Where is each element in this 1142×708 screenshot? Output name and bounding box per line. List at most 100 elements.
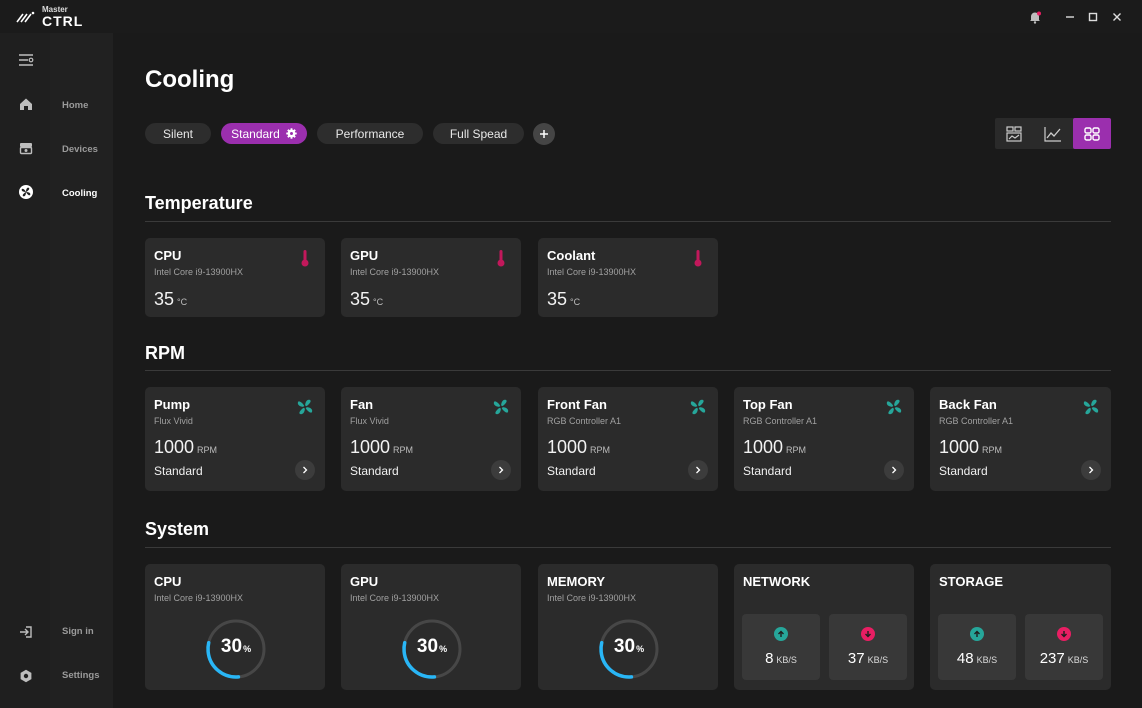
rpm-value: 1000 [547, 437, 588, 457]
system-card-storage[interactable]: STORAGE 48 KB/S 237 KB/S [930, 564, 1111, 690]
temp-reading: 35 °C [154, 289, 187, 310]
home-icon[interactable] [17, 95, 35, 113]
rpm-unit: RPM [786, 445, 807, 455]
maximize-icon[interactable] [1084, 8, 1102, 26]
rpm-card-back-fan[interactable]: Back Fan RGB Controller A1 1000 RPM Stand… [930, 387, 1111, 491]
gauge-unit: % [636, 644, 645, 654]
fan-mode: Standard [743, 464, 792, 478]
preset-standard[interactable]: Standard [221, 123, 307, 144]
temp-card-cpu[interactable]: CPU Intel Core i9-13900HX 35 °C [145, 238, 325, 317]
rpm-value: 1000 [743, 437, 784, 457]
thermometer-icon [295, 248, 315, 268]
close-icon[interactable] [1108, 8, 1126, 26]
rpm-reading: 1000 RPM [939, 437, 1002, 458]
grid-view-icon[interactable] [1073, 118, 1111, 149]
fan-icon [884, 397, 904, 417]
add-preset-button[interactable] [533, 123, 555, 145]
sign-in-icon[interactable] [17, 623, 35, 641]
card-subtitle: RGB Controller A1 [547, 416, 622, 426]
usage-gauge: 30% [597, 617, 661, 681]
network-unit: KB/S [776, 655, 797, 665]
storage-upload-value: 48 [956, 650, 974, 667]
chevron-right-icon[interactable] [688, 460, 708, 480]
storage-upload-reading: 48 KB/S [938, 650, 1016, 667]
rpm-card-fan[interactable]: Fan Flux Vivid 1000 RPM Standard [341, 387, 521, 491]
nav-item-home[interactable]: Home [62, 100, 89, 111]
card-title: MEMORY [547, 574, 606, 589]
rpm-reading: 1000 RPM [154, 437, 217, 458]
preset-performance[interactable]: Performance [317, 123, 423, 144]
dashboard-view-icon[interactable] [995, 118, 1033, 149]
chevron-right-icon[interactable] [1081, 460, 1101, 480]
temp-value: 35 [547, 289, 568, 309]
rpm-card-pump[interactable]: Pump Flux Vivid 1000 RPM Standard [145, 387, 325, 491]
arrow-up-icon [970, 627, 984, 641]
main-content: Cooling Silent Standard Performance Full… [113, 33, 1142, 708]
gauge-value: 30 [416, 636, 439, 657]
card-subtitle: Intel Core i9-13900HX [154, 593, 244, 603]
rpm-card-front-fan[interactable]: Front Fan RGB Controller A1 1000 RPM Stan… [538, 387, 718, 491]
rpm-card-top-fan[interactable]: Top Fan RGB Controller A1 1000 RPM Standa… [734, 387, 914, 491]
chevron-right-icon[interactable] [295, 460, 315, 480]
fan-mode: Standard [939, 464, 988, 478]
card-title: Top Fan [743, 397, 793, 412]
temp-value: 35 [350, 289, 371, 309]
fan-icon [295, 397, 315, 417]
card-title: Coolant [547, 248, 596, 263]
chevron-right-icon[interactable] [491, 460, 511, 480]
system-card-gpu[interactable]: GPU Intel Core i9-13900HX 30% [341, 564, 521, 690]
nav-item-settings[interactable]: Settings [62, 670, 100, 681]
card-subtitle: Intel Core i9-13900HX [154, 267, 244, 277]
logo-mark-icon [16, 11, 35, 23]
card-title: Front Fan [547, 397, 607, 412]
gauge-reading: 30% [204, 636, 268, 658]
cooling-fan-icon[interactable] [17, 183, 35, 201]
notification-bell-icon[interactable] [1026, 8, 1044, 26]
network-download-tile: 37 KB/S [829, 614, 907, 680]
system-card-cpu[interactable]: CPU Intel Core i9-13900HX 30% [145, 564, 325, 690]
chevron-right-icon[interactable] [884, 460, 904, 480]
chart-view-icon[interactable] [1034, 118, 1072, 149]
card-title: NETWORK [743, 574, 811, 589]
card-title: Fan [350, 397, 374, 412]
section-divider [145, 547, 1111, 548]
nav-item-devices[interactable]: Devices [62, 144, 98, 155]
rpm-value: 1000 [154, 437, 195, 457]
menu-icon[interactable] [17, 51, 35, 69]
usage-gauge: 30% [400, 617, 464, 681]
preset-full-speed[interactable]: Full Spead [433, 123, 524, 144]
rpm-value: 1000 [939, 437, 980, 457]
minimize-icon[interactable] [1061, 8, 1079, 26]
network-upload-reading: 8 KB/S [742, 650, 820, 667]
app-logo: Master CTRL [16, 6, 83, 28]
settings-gear-icon[interactable] [17, 667, 35, 685]
gauge-unit: % [439, 644, 448, 654]
fan-mode: Standard [350, 464, 399, 478]
rpm-unit: RPM [393, 445, 414, 455]
fan-icon [491, 397, 511, 417]
gear-icon[interactable] [286, 128, 297, 139]
temp-card-coolant[interactable]: Coolant Intel Core i9-13900HX 35 °C [538, 238, 718, 317]
section-title-rpm: RPM [145, 343, 185, 363]
system-card-network[interactable]: NETWORK 8 KB/S 37 KB/S [734, 564, 914, 690]
preset-silent[interactable]: Silent [145, 123, 211, 144]
card-title: CPU [154, 248, 182, 263]
gauge-unit: % [243, 644, 252, 654]
temp-reading: 35 °C [350, 289, 383, 310]
temp-card-gpu[interactable]: GPU Intel Core i9-13900HX 35 °C [341, 238, 521, 317]
system-card-memory[interactable]: MEMORY Intel Core i9-13900HX 30% [538, 564, 718, 690]
gauge-reading: 30% [597, 636, 661, 658]
devices-icon[interactable] [17, 139, 35, 157]
arrow-up-icon [774, 627, 788, 641]
nav-item-sign-in[interactable]: Sign in [62, 626, 94, 637]
fan-icon [688, 397, 708, 417]
logo-small-text: Master [42, 5, 68, 14]
arrow-down-icon [861, 627, 875, 641]
nav-item-cooling[interactable]: Cooling [62, 188, 98, 199]
plus-icon [540, 130, 548, 138]
fan-icon [1081, 397, 1101, 417]
usage-gauge: 30% [204, 617, 268, 681]
rpm-value: 1000 [350, 437, 391, 457]
rpm-unit: RPM [590, 445, 611, 455]
page-title: Cooling [145, 66, 235, 93]
